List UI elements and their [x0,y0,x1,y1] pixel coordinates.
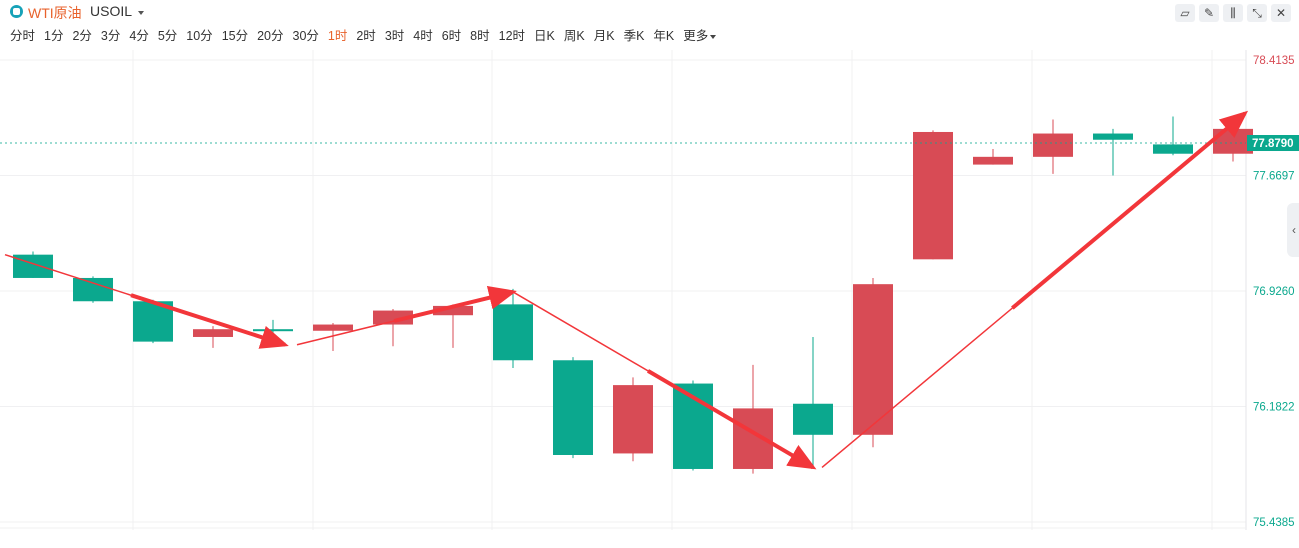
candle-body [373,310,413,325]
y-tick-label: 78.4135 [1253,55,1295,67]
period-tab[interactable]: 3分 [100,29,121,43]
period-tab[interactable]: 周K [563,29,585,43]
y-tick-label: 75.4385 [1253,517,1295,529]
candle-body [253,329,293,332]
candle-body [973,156,1013,165]
period-tab[interactable]: 10分 [186,29,213,43]
candle-body [433,305,473,316]
trend-arrow [130,293,289,349]
period-tab[interactable]: 8时 [470,29,490,43]
period-selector: 分时 1分 2分 3分 4分 5分 10分 15分 20分 30分 1时 2时 3时 4时 6时 8时 12时日… [10,27,725,45]
y-tick-label: 76.9260 [1253,286,1295,298]
more-label: 更多 [683,29,709,43]
candlestick-chart[interactable]: 78.4135 77.6697 76.9260 76.1822 75.4385 77.87… [0,50,1299,548]
candle-body [493,304,533,361]
chart-header: WTI原油 USOIL ⏥ ✎ ⫼ ⤡ ✕ [0,0,1299,24]
candle-body [313,324,353,331]
period-tab[interactable]: 月K [593,29,615,43]
candle-body [1153,144,1193,154]
expand-icon[interactable]: ⤡ [1247,4,1267,22]
candle-body [73,277,113,302]
period-tab[interactable]: 4分 [129,29,149,43]
period-tab[interactable]: 年K [653,29,675,43]
line-tool-icon[interactable]: ⏥ [1175,4,1195,22]
trend-arrow [646,369,817,470]
period-tab[interactable]: 15分 [221,29,249,43]
trend-arrow [1011,110,1249,310]
pen-tool-icon[interactable]: ✎ [1199,4,1219,22]
candle-body [13,254,53,278]
candle-body [1033,133,1073,157]
chevron-left-icon: ‹ [1292,223,1296,237]
y-tick-label: 76.1822 [1253,402,1295,414]
period-tab[interactable]: 2分 [72,29,92,43]
period-tab[interactable]: 12时 [498,29,526,43]
candle-body [193,329,233,337]
current-price-label: 77.8790 [1252,138,1294,150]
more-periods-button[interactable]: 更多 [683,27,717,45]
candle-body [793,403,833,435]
close-icon[interactable]: ✕ [1271,4,1291,22]
period-tab[interactable]: 1时 [327,29,348,43]
period-tab[interactable]: 3时 [384,29,405,43]
y-tick-label: 77.6697 [1253,171,1295,183]
symbol-icon [10,5,23,18]
current-price-tag [1247,135,1299,152]
period-tab[interactable]: 30分 [292,29,319,43]
period-tab[interactable]: 日K [534,29,555,43]
symbol-name[interactable]: WTI原油 [28,5,82,21]
period-tab[interactable]: 4时 [413,29,433,43]
side-panel-toggle[interactable]: ‹ [1287,203,1299,257]
chevron-down-icon[interactable] [138,11,144,15]
chevron-down-icon [710,34,717,39]
candle-body [853,284,893,435]
period-tab[interactable]: 1分 [44,29,64,43]
period-tab[interactable]: 季K [623,29,645,43]
trend-arrow [393,285,517,323]
candle-body [1093,133,1133,140]
candle-tool-icon[interactable]: ⫼ [1223,4,1243,22]
period-tab[interactable]: 分时 [10,29,36,43]
period-tab[interactable]: 6时 [441,29,462,43]
period-tab[interactable]: 2时 [356,29,376,43]
toolbar: ⏥ ✎ ⫼ ⤡ ✕ [1175,4,1291,22]
period-tab[interactable]: 20分 [257,29,284,43]
candle-body [913,131,953,260]
symbol-code[interactable]: USOIL [90,3,133,19]
candle-body [613,385,653,454]
candle-body [553,360,593,455]
period-tab[interactable]: 5分 [157,29,178,43]
